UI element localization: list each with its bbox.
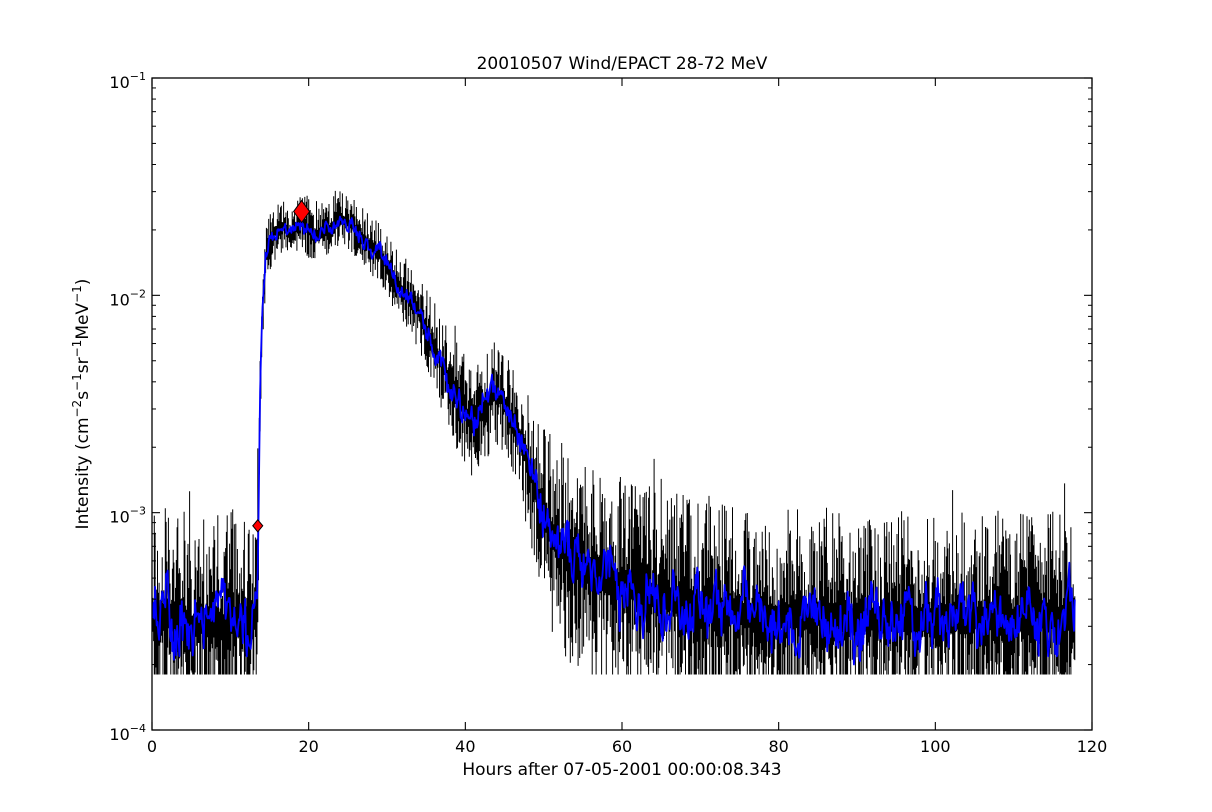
y-tick-base: 10 [109,290,129,309]
y-axis-label-text: s [73,391,93,400]
x-tick-label: 40 [455,737,475,756]
x-tick-label: 0 [147,737,157,756]
y-axis-label-text: ) [73,279,93,286]
y-tick-exponent: −2 [130,287,146,300]
x-tick-label: 120 [1077,737,1108,756]
y-axis-label-exponent: −2 [70,400,84,418]
x-tick-label: 60 [612,737,632,756]
y-axis-label-exponent: −1 [70,285,84,303]
y-axis-label-text: Intensity (cm [73,418,93,530]
x-tick-label: 100 [920,737,951,756]
y-tick-label: 10−4 [109,722,146,744]
y-tick-base: 10 [109,508,129,527]
y-axis-label-exponent: −1 [70,373,84,391]
x-tick-label: 20 [298,737,318,756]
y-axis-label-text: sr [73,357,93,373]
x-tick-label: 80 [768,737,788,756]
chart-title: 20010507 Wind/EPACT 28-72 MeV [477,54,768,74]
smoothed-intensity-line [152,215,1076,666]
y-tick-exponent: −3 [130,505,146,518]
y-tick-exponent: −4 [130,722,146,735]
y-tick-label: 10−2 [109,287,146,309]
peak-marker [292,199,311,224]
y-tick-exponent: −1 [130,70,146,83]
y-tick-base: 10 [109,73,129,92]
y-tick-label: 10−1 [109,70,146,92]
y-axis-label-exponent: −1 [70,340,84,358]
x-axis-label: Hours after 07-05-2001 00:00:08.343 [462,760,781,780]
onset-marker [252,519,264,533]
y-axis-label: Intensity (cm−2s−1sr−1MeV−1) [70,279,93,530]
y-tick-label: 10−3 [109,505,146,527]
y-axis-label-text: MeV [73,303,93,340]
y-tick-base: 10 [109,725,129,744]
